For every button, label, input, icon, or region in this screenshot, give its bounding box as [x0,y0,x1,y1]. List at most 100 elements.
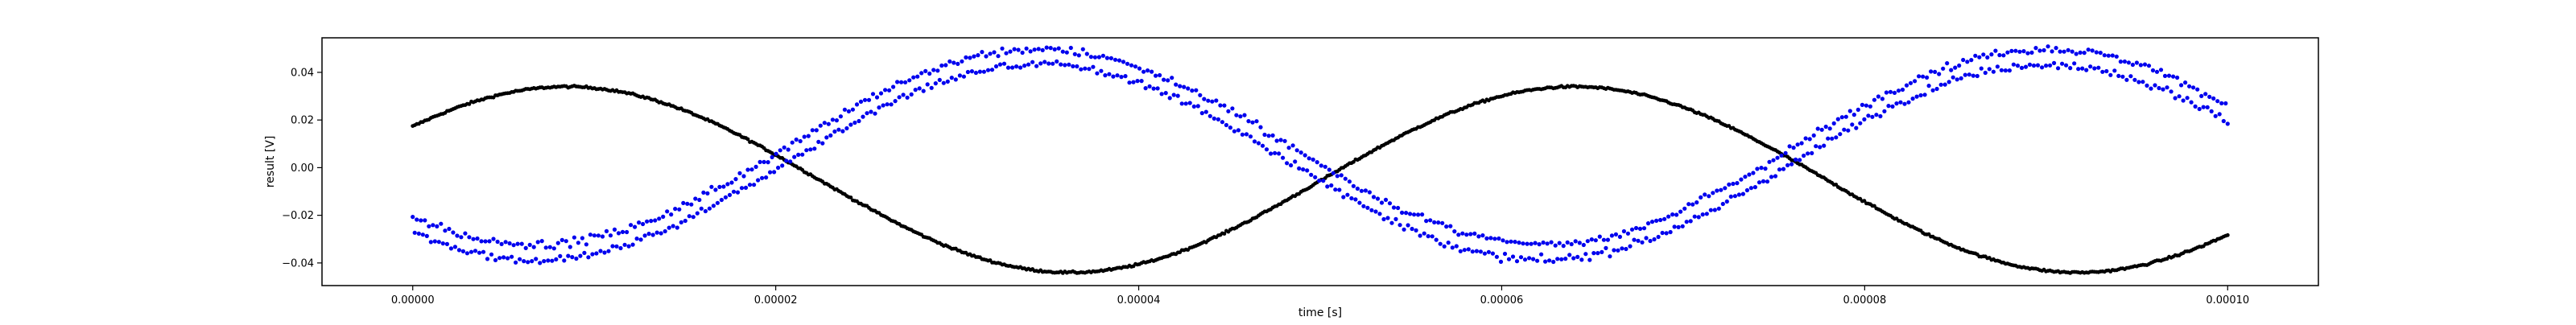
data-point [806,134,811,138]
data-point [2114,54,2119,59]
data-point [1870,114,1875,119]
data-point [1278,138,1283,142]
data-point [622,242,627,247]
data-point [616,231,621,236]
data-point [578,253,583,258]
data-point [2173,96,2178,101]
data-point [897,95,902,100]
data-point [1226,109,1231,113]
data-point [992,50,997,55]
data-point [1676,224,1681,229]
data-point [602,250,607,255]
data-point [1938,82,1943,87]
data-point [1466,247,1471,252]
data-point [1155,86,1160,91]
data-point [1022,64,1027,68]
data-point [832,129,837,134]
data-point [1727,182,1732,187]
data-point [1596,251,1600,256]
data-point [1959,76,1963,80]
data-point [2060,61,2065,66]
data-point [1514,259,1520,264]
data-point [1135,79,1140,84]
data-point [2011,62,2016,67]
data-point [1783,150,1788,155]
data-point [1222,232,1227,236]
data-point [2062,49,2066,54]
data-point [1571,256,1576,261]
data-point [535,240,540,245]
data-point [1882,109,1887,113]
data-point [665,209,670,214]
data-point [776,165,781,171]
data-point [1183,101,1188,106]
data-point [1823,124,1828,130]
data-point [1755,167,1760,171]
data-point [1628,244,1633,249]
data-point [1573,239,1578,244]
data-point [1430,234,1435,239]
data-point [1716,206,1721,211]
data-point [1803,136,1808,141]
data-point [614,244,619,249]
data-point [1244,132,1249,137]
data-point [1567,253,1572,257]
data-point [1111,74,1116,79]
data-point [1565,240,1570,245]
data-point [1555,257,1560,261]
data-point [1115,73,1120,78]
data-point [1414,228,1418,232]
data-point [1462,248,1467,253]
data-point [1775,155,1780,160]
data-point [1040,47,1045,52]
data-point [1317,179,1322,183]
data-point [2124,77,2129,82]
data-point [1099,68,1104,73]
data-point [2199,93,2204,98]
data-point [1298,150,1303,155]
data-point [1591,251,1596,256]
data-point [1357,200,1362,205]
data-point [638,237,643,242]
data-point [1055,59,1059,64]
data-point [1975,73,1979,79]
data-point [1930,88,1935,93]
data-point [1048,46,1053,51]
data-point [802,134,807,139]
data-point [1664,231,1669,236]
data-point [1918,93,1923,98]
data-point [933,81,938,86]
data-point [907,78,912,83]
data-point [1682,206,1687,211]
data-point [826,121,831,126]
data-point [956,61,960,66]
data-point [1963,72,1967,77]
data-point [883,88,888,93]
data-point [2153,83,2157,88]
data-point [1587,257,1592,262]
data-point [2169,89,2174,94]
data-point [745,137,750,142]
data-point [2150,68,2156,73]
data-point [1042,60,1047,64]
data-point [1739,177,1744,182]
data-point [436,240,441,245]
data-point [618,245,623,251]
data-point [1965,60,1970,64]
data-point [1396,205,1401,211]
data-point [1723,186,1728,191]
data-point [2096,65,2101,70]
data-point [889,102,894,107]
data-point [703,208,708,214]
data-point [1654,218,1659,223]
data-point [1593,238,1598,243]
data-point [1505,240,1509,245]
data-point [870,92,876,97]
data-point [1129,63,1134,68]
data-point [2098,51,2103,56]
data-point [861,114,865,119]
data-point [2185,96,2190,101]
data-point [1660,230,1665,236]
data-point [2007,68,2012,73]
data-point [2005,50,2010,55]
